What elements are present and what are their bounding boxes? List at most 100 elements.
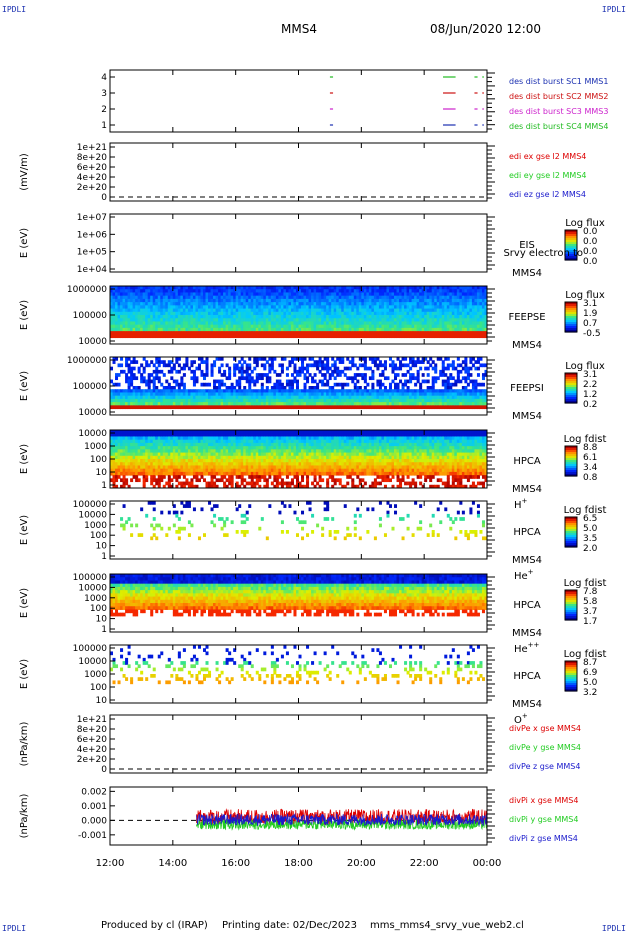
spectrogram-cell [449,305,453,310]
spectrogram-cell [273,369,277,374]
spectrogram-cell [218,305,222,310]
spectrogram-cell [336,327,340,332]
spectrogram-cell [258,331,262,335]
spectrogram-cell [145,433,149,437]
spectrogram-cell [346,395,350,400]
spectrogram-cell [313,360,317,364]
spectrogram-cell [230,318,234,322]
spectrogram-cell [210,439,214,444]
spectrogram-cell [150,430,154,434]
spectrogram-cell [481,318,485,322]
spectrogram-cell [399,331,403,335]
spectrogram-cell [469,295,473,300]
spectrogram-cell [195,439,199,444]
spectrogram-cell [283,405,287,410]
spectrogram-cell [346,324,350,329]
spectrogram-cell [115,449,119,454]
spectrogram-cell [363,324,367,329]
spectrogram-cell [419,402,423,406]
spectrogram-cell [293,289,297,293]
spectrogram-cell [321,331,325,335]
spectrogram-cell [268,311,272,316]
spectrogram-cell [165,452,169,457]
spectrogram-cell [306,321,310,326]
spectrogram-cell [192,360,196,364]
spectrogram-cell [202,430,207,434]
spectrogram-cell [275,395,279,400]
spectrogram-cell [311,308,315,313]
spectrogram-cell [182,392,186,397]
spectrogram-cell [205,327,209,332]
spectrogram-cell [444,286,448,290]
spectrogram-cell [411,305,415,310]
spectrogram-cell [356,311,360,316]
spectrogram-cell [130,430,134,434]
spectrogram-cell [140,465,144,470]
spectrogram-cell [255,392,259,397]
spectrogram-cell [218,324,222,329]
spectrogram-cell [150,389,154,393]
spectrogram-cell [195,462,199,466]
spectrogram-cell [200,302,204,306]
spectrogram-cell [481,398,485,403]
spectrogram-cell [444,308,448,313]
spectrogram-cell [165,481,169,486]
spectrogram-cell [175,389,179,393]
colorbar-title: Log flux [565,218,605,229]
spectrogram-cell [331,363,335,368]
spectrogram-cell [376,292,380,297]
spectrogram-cell [278,395,282,400]
spectrogram-cell [208,442,212,447]
spectrogram-cell [429,324,433,329]
spectrogram-cell [180,379,184,384]
spectrogram-cell [160,286,164,290]
spectrogram-cell [200,402,204,406]
spectrogram-cell [132,311,136,316]
colorbar-swatch [565,314,577,317]
spectrogram-cell [333,318,337,322]
spectrogram-cell [115,327,119,332]
spectrogram-cell [130,402,134,406]
spectrogram-cell [115,484,119,488]
spectrogram-cell [200,405,204,410]
spectrogram-cell [228,315,232,319]
spectrogram-cell [175,315,179,319]
spectrogram-cell [213,360,217,364]
spectrogram-cell [386,398,390,403]
spectrogram-cell [456,331,460,335]
spectrogram-cell [476,382,480,387]
spectrogram-cell [167,395,171,400]
spectrogram-cell [175,405,179,410]
spectrogram-cell [243,298,247,303]
spectrogram-cell [280,324,284,329]
spectrogram-cell [200,442,204,447]
spectrogram-cell [391,315,395,319]
spectrogram-cell [396,315,400,319]
spectrogram-cell [391,308,395,313]
spectrogram-cell [404,405,408,410]
spectrogram-cell [318,327,322,332]
spectrogram-cell [306,366,310,371]
spectrogram-cell [125,442,129,447]
spectrogram-cell [394,321,398,326]
spectrogram-cell [270,360,274,364]
spectrogram-cell [341,311,345,316]
spectrogram-cell [278,298,282,303]
spectrogram-cell [434,289,438,293]
spectrogram-cell [170,395,174,400]
spectrogram-cell [192,452,196,457]
spectrogram-cell [366,305,370,310]
spectrogram-cell [172,439,176,444]
spectrogram-cell [454,395,458,400]
spectrogram-cell [130,376,134,381]
spectrogram-cell [466,315,470,319]
spectrogram-cell [456,392,460,397]
spectrogram-cell [225,311,229,316]
spectrogram-cell [147,298,151,303]
spectrogram-cell [471,379,475,384]
spectrogram-cell [441,402,445,406]
spectrogram-cell [411,376,415,381]
spectrogram-cell [140,468,144,473]
spectrogram-cell [248,386,252,390]
spectrogram-cell [202,373,207,377]
